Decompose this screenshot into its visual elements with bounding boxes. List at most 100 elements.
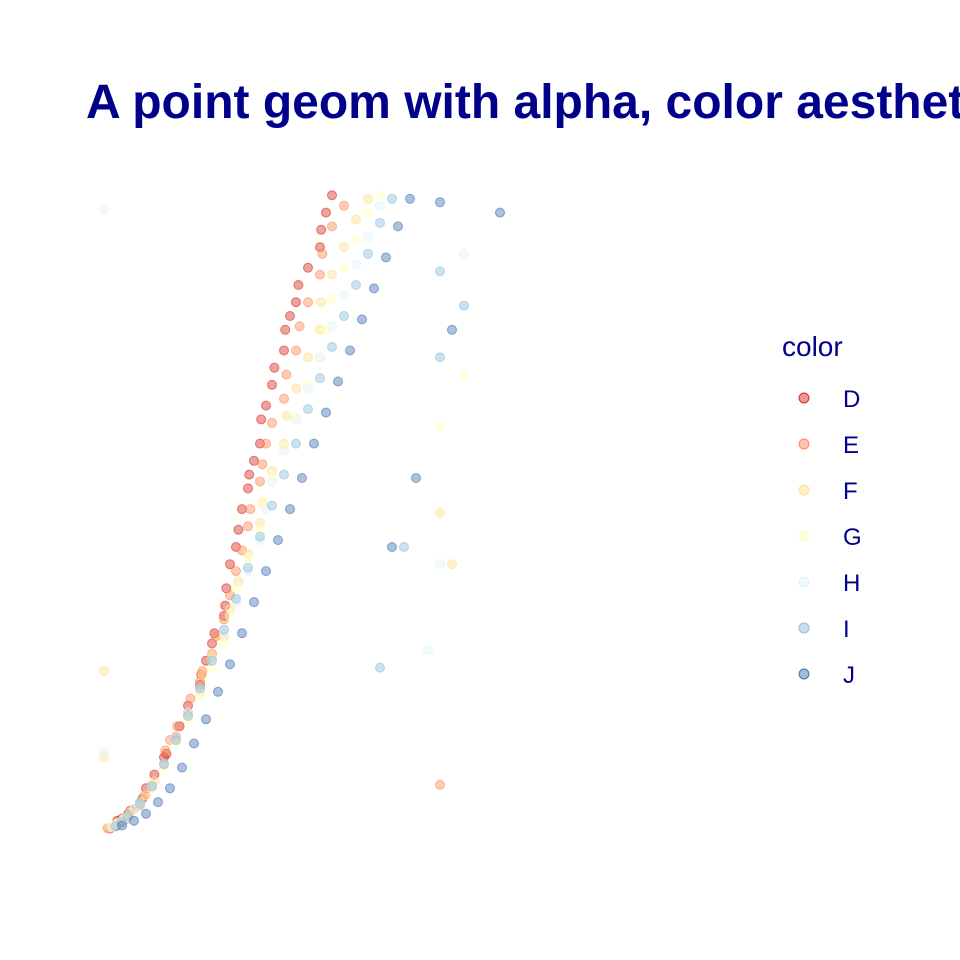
point-E-33 <box>303 297 313 308</box>
point-J-24 <box>405 193 415 204</box>
point-I-12 <box>243 562 253 573</box>
point-H-19 <box>303 383 313 394</box>
point-H-16 <box>267 476 277 487</box>
point-F-12 <box>207 652 217 663</box>
point-D-31 <box>249 455 259 466</box>
point-G-23 <box>327 293 337 304</box>
point-I-13 <box>255 531 265 542</box>
point-D-44 <box>316 224 327 235</box>
point-H-17 <box>279 445 289 456</box>
point-H-24 <box>363 231 373 242</box>
legend-key-G <box>798 530 810 542</box>
point-I-18 <box>315 373 325 384</box>
point-D-27 <box>233 524 244 535</box>
point-J-19 <box>345 345 355 356</box>
point-I-26 <box>399 542 409 552</box>
legend-item-F: F <box>798 478 858 505</box>
point-H-14 <box>255 535 265 546</box>
point-F-21 <box>281 411 292 421</box>
point-D-28 <box>237 504 247 515</box>
point-J-10 <box>237 628 247 639</box>
point-F-10 <box>195 686 205 697</box>
point-F-28 <box>351 214 361 225</box>
legend-key-H <box>798 576 810 588</box>
point-F-19 <box>267 466 277 477</box>
point-H-15 <box>261 504 271 515</box>
point-G-18 <box>279 442 289 452</box>
point-D-45 <box>321 207 331 218</box>
legend-label-D: D <box>843 386 860 413</box>
point-J-16 <box>309 438 319 449</box>
point-G-19 <box>291 411 301 421</box>
point-D-17 <box>195 679 205 690</box>
legend-item-I: I <box>798 616 850 643</box>
point-J-22 <box>381 252 391 263</box>
point-H-21 <box>327 321 337 332</box>
point-G-9 <box>195 690 205 701</box>
point-D-11 <box>149 769 160 780</box>
point-I-20 <box>339 311 349 321</box>
point-J-0 <box>117 820 127 831</box>
legend-label-J: J <box>843 662 855 689</box>
legend-item-E: E <box>798 432 859 459</box>
point-F-29 <box>363 193 373 204</box>
point-J-9 <box>225 659 235 670</box>
legend-label-E: E <box>843 432 859 459</box>
legend-item-G: G <box>798 524 862 551</box>
chart-title: A point geom with alpha, color aesthetic <box>86 76 960 129</box>
point-G-10 <box>207 662 217 673</box>
point-J-15 <box>297 473 307 483</box>
point-E-26 <box>257 459 268 470</box>
point-I-29 <box>435 266 445 277</box>
point-E-27 <box>261 438 271 449</box>
point-I-22 <box>363 248 373 259</box>
point-H-18 <box>291 414 301 425</box>
point-J-21 <box>369 283 379 294</box>
point-I-7 <box>183 710 193 721</box>
point-F-13 <box>219 631 229 642</box>
point-F-32 <box>435 507 445 518</box>
legend-key-F <box>798 484 810 496</box>
point-J-1 <box>129 815 139 826</box>
point-I-14 <box>267 500 277 511</box>
point-F-11 <box>197 669 208 680</box>
point-J-14 <box>285 504 295 515</box>
point-F-30 <box>99 752 109 763</box>
point-J-2 <box>141 808 151 819</box>
point-J-29 <box>387 542 397 552</box>
point-F-31 <box>99 666 109 677</box>
point-J-11 <box>249 597 259 608</box>
point-J-28 <box>411 473 421 483</box>
legend-key-J <box>798 668 810 680</box>
point-I-10 <box>219 624 229 635</box>
point-E-35 <box>317 248 328 259</box>
point-E-37 <box>339 200 349 211</box>
point-H-13 <box>243 566 253 577</box>
points-layer <box>99 190 505 834</box>
point-E-28 <box>267 417 277 428</box>
point-H-0 <box>107 821 118 832</box>
point-D-42 <box>303 262 313 273</box>
point-G-27 <box>375 190 385 201</box>
point-E-34 <box>315 269 325 280</box>
point-I-3 <box>135 798 145 809</box>
point-E-23 <box>243 521 253 532</box>
point-F-33 <box>447 559 457 570</box>
legend-key-E <box>798 438 810 450</box>
point-G-17 <box>267 469 277 480</box>
point-D-41 <box>293 280 304 290</box>
point-J-13 <box>273 535 283 546</box>
point-E-16 <box>197 666 208 677</box>
point-G-22 <box>321 324 331 335</box>
point-E-18 <box>210 631 221 642</box>
point-H-8 <box>183 707 193 718</box>
point-E-22 <box>237 545 247 556</box>
point-J-4 <box>165 783 175 794</box>
legend-label-I: I <box>843 616 850 643</box>
point-E-38 <box>435 779 445 790</box>
point-G-7 <box>171 738 181 749</box>
point-I-5 <box>159 759 169 770</box>
point-F-23 <box>303 352 313 363</box>
